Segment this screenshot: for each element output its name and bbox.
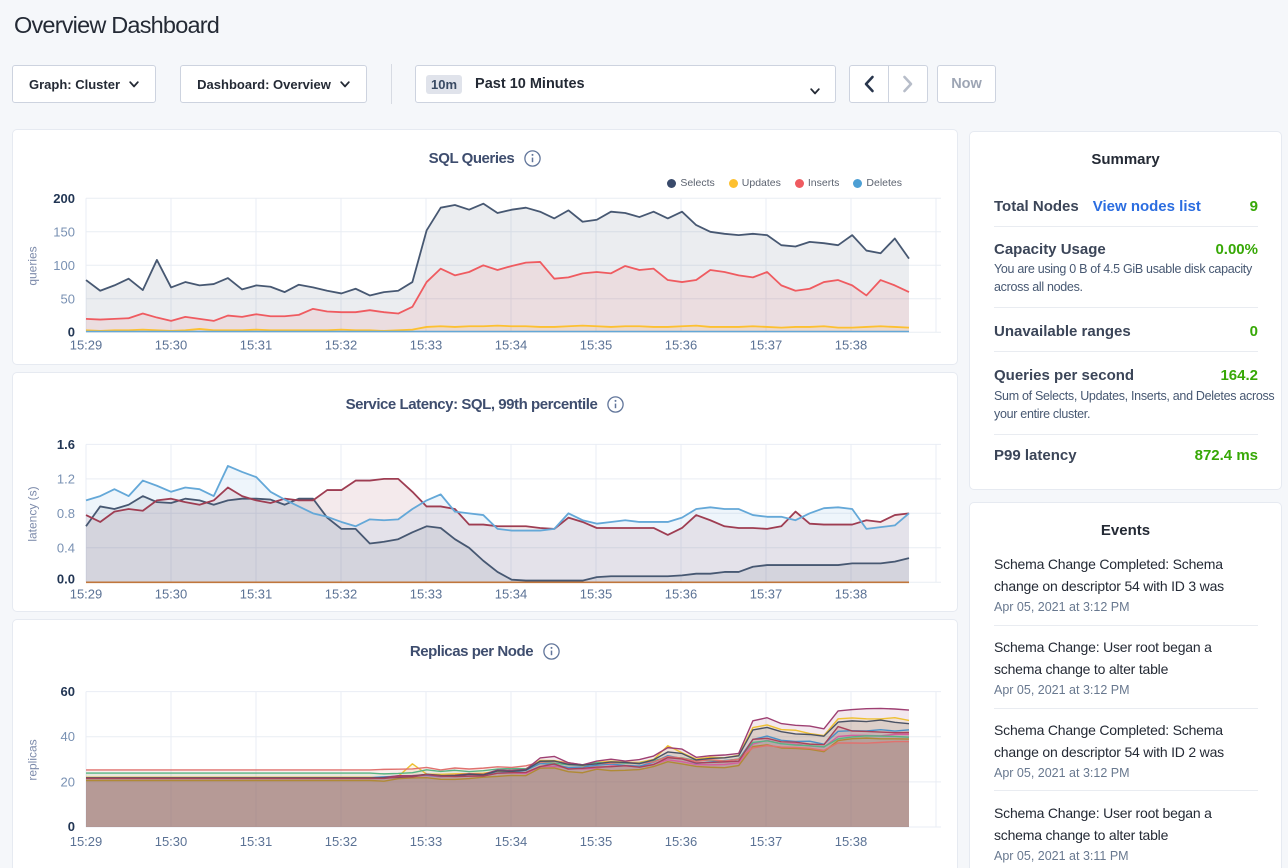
svg-text:15:33: 15:33 xyxy=(410,338,443,353)
svg-text:15:30: 15:30 xyxy=(155,587,188,602)
svg-text:0: 0 xyxy=(68,324,75,339)
svg-text:15:31: 15:31 xyxy=(240,834,273,849)
svg-text:15:36: 15:36 xyxy=(665,338,698,353)
svg-text:15:30: 15:30 xyxy=(155,834,188,849)
svg-text:15:29: 15:29 xyxy=(70,338,103,353)
svg-text:0.0: 0.0 xyxy=(57,572,75,587)
svg-text:20: 20 xyxy=(61,774,75,789)
svg-text:15:32: 15:32 xyxy=(325,338,358,353)
svg-text:15:32: 15:32 xyxy=(325,587,358,602)
svg-text:15:36: 15:36 xyxy=(665,587,698,602)
svg-text:15:30: 15:30 xyxy=(155,338,188,353)
svg-text:40: 40 xyxy=(61,729,75,744)
svg-text:0.4: 0.4 xyxy=(57,540,75,555)
svg-text:15:29: 15:29 xyxy=(70,587,103,602)
svg-text:0.8: 0.8 xyxy=(57,506,75,521)
svg-text:100: 100 xyxy=(53,258,75,273)
svg-text:15:31: 15:31 xyxy=(240,338,273,353)
svg-text:15:34: 15:34 xyxy=(495,587,528,602)
svg-text:1.6: 1.6 xyxy=(57,437,75,452)
svg-text:60: 60 xyxy=(61,684,75,699)
svg-text:15:37: 15:37 xyxy=(750,587,783,602)
svg-text:15:34: 15:34 xyxy=(495,338,528,353)
svg-text:15:33: 15:33 xyxy=(410,834,443,849)
svg-text:15:29: 15:29 xyxy=(70,834,103,849)
svg-text:15:35: 15:35 xyxy=(580,338,613,353)
svg-text:15:37: 15:37 xyxy=(750,338,783,353)
svg-text:15:37: 15:37 xyxy=(750,834,783,849)
svg-text:200: 200 xyxy=(53,191,75,206)
svg-text:15:31: 15:31 xyxy=(240,587,273,602)
svg-text:150: 150 xyxy=(53,224,75,239)
svg-text:15:38: 15:38 xyxy=(835,338,868,353)
svg-text:0: 0 xyxy=(68,819,75,834)
svg-text:15:35: 15:35 xyxy=(580,587,613,602)
svg-text:15:35: 15:35 xyxy=(580,834,613,849)
svg-text:15:38: 15:38 xyxy=(835,587,868,602)
svg-text:15:36: 15:36 xyxy=(665,834,698,849)
svg-text:15:33: 15:33 xyxy=(410,587,443,602)
svg-text:15:34: 15:34 xyxy=(495,834,528,849)
svg-text:15:32: 15:32 xyxy=(325,834,358,849)
svg-text:15:38: 15:38 xyxy=(835,834,868,849)
svg-text:50: 50 xyxy=(61,291,75,306)
svg-text:1.2: 1.2 xyxy=(57,471,75,486)
